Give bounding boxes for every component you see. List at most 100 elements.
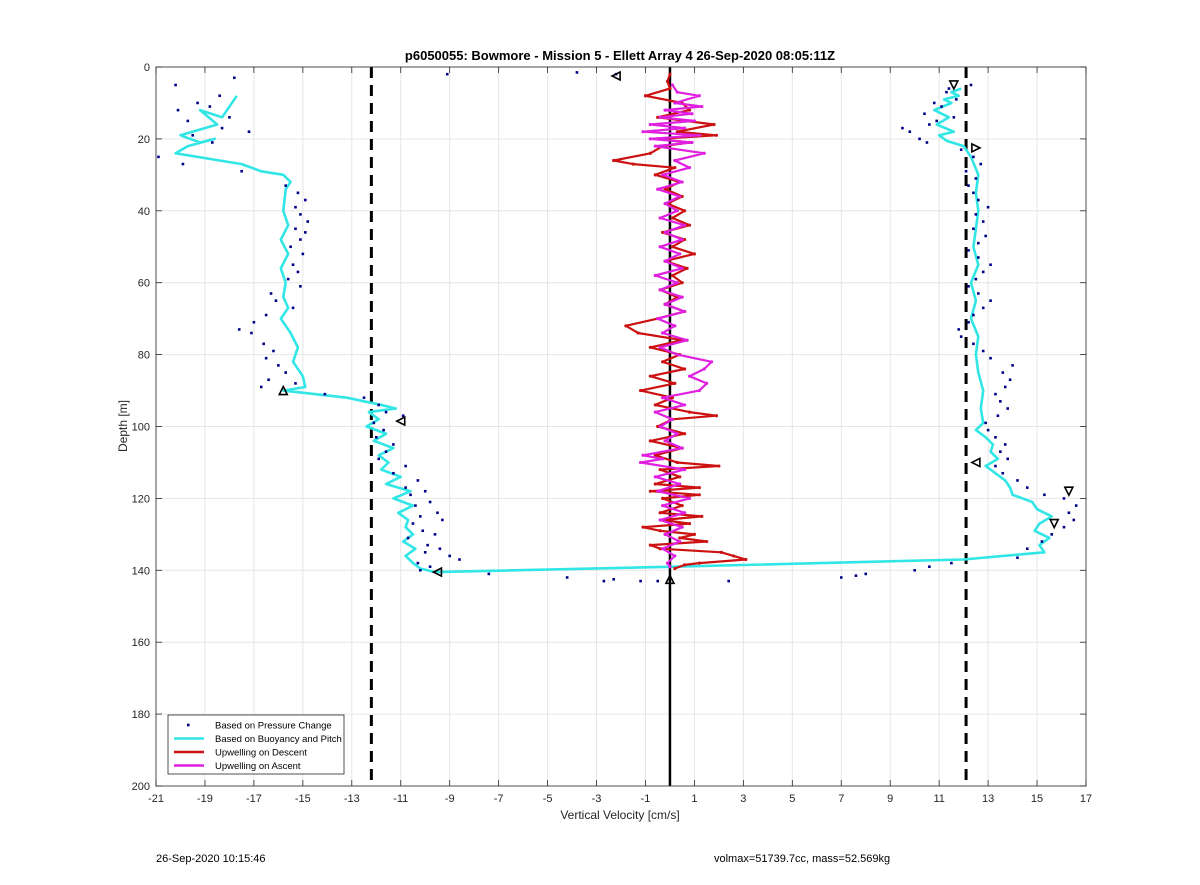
data-point-ascent <box>665 561 670 565</box>
scatter-point-pressure <box>220 126 224 130</box>
scatter-point-pressure <box>303 231 307 234</box>
scatter-point-pressure <box>487 572 491 576</box>
scatter-point-pressure <box>977 292 980 295</box>
legend: Based on Pressure Change Based on Buoyanc… <box>167 714 345 775</box>
scatter-point-pressure <box>374 435 378 439</box>
data-point-descent <box>653 403 657 407</box>
scatter-point-pressure <box>974 177 978 180</box>
data-point-ascent <box>683 309 687 314</box>
data-point-ascent <box>683 126 687 130</box>
data-point-ascent <box>678 194 682 199</box>
data-point-ascent <box>678 539 682 544</box>
data-point-ascent <box>680 180 684 184</box>
scatter-point-pressure <box>296 270 300 274</box>
data-point-ascent <box>690 112 694 116</box>
data-point-descent <box>705 539 709 544</box>
scatter-point-pressure <box>289 245 292 249</box>
scatter-point-pressure <box>303 198 307 202</box>
data-point-descent <box>683 237 687 242</box>
x-tick-label: 7 <box>838 793 844 805</box>
data-point-descent <box>631 162 635 166</box>
scatter-point-pressure <box>423 489 427 493</box>
scatter-point-pressure <box>382 428 385 432</box>
scatter-point-pressure <box>967 284 970 288</box>
y-tick-label: 120 <box>132 493 150 505</box>
data-point-descent <box>683 563 687 567</box>
data-point-ascent <box>661 396 665 400</box>
scatter-point-pressure <box>157 155 160 159</box>
data-point-ascent <box>638 460 643 465</box>
data-point-ascent <box>680 446 684 450</box>
data-point-ascent <box>663 302 667 306</box>
x-tick-label: -3 <box>592 793 602 805</box>
scatter-point-pressure <box>639 579 642 583</box>
data-point-descent <box>687 410 692 414</box>
data-point-descent <box>638 388 643 393</box>
marker-triangle <box>970 457 981 468</box>
scatter-point-pressure <box>932 101 936 105</box>
x-tick-label: -21 <box>148 793 164 805</box>
scatter-point-pressure <box>984 421 987 425</box>
scatter-point-pressure <box>989 263 992 267</box>
marker-triangle <box>971 142 982 154</box>
y-tick-label: 180 <box>132 709 150 721</box>
scatter-point-pressure <box>1050 533 1054 536</box>
x-tick-label: 9 <box>887 793 893 805</box>
scatter-point-pressure <box>999 400 1002 403</box>
scatter-point-pressure <box>174 83 177 87</box>
scatter-point-pressure <box>994 464 997 468</box>
scatter-point-pressure <box>957 328 961 331</box>
scatter-point-pressure <box>294 227 297 231</box>
scatter-point-pressure <box>575 71 579 74</box>
data-point-descent <box>624 324 628 328</box>
scatter-point-pressure <box>291 263 295 267</box>
data-point-ascent <box>690 140 694 145</box>
data-point-ascent <box>678 252 682 256</box>
scatter-point-pressure <box>186 119 190 123</box>
data-point-descent <box>685 266 689 270</box>
scatter-point-pressure <box>964 169 968 173</box>
data-point-descent <box>692 252 697 256</box>
footer-timestamp: 26-Sep-2020 10:15:46 <box>156 853 266 865</box>
marker-triangle <box>431 566 443 578</box>
scatter-point-pressure <box>277 364 280 367</box>
data-point-ascent <box>663 108 667 112</box>
x-axis-label: Vertical Velocity [cm/s] <box>560 808 679 822</box>
data-point-descent <box>653 453 657 457</box>
scatter-point-pressure <box>972 227 975 231</box>
scatter-point-pressure <box>967 249 970 252</box>
scatter-point-pressure <box>272 349 275 353</box>
scatter-point-pressure <box>233 76 236 80</box>
scatter-point-pressure <box>419 569 422 572</box>
data-point-ascent <box>680 295 684 299</box>
legend-label: Based on Buoyancy and Pitch <box>215 734 342 745</box>
scatter-point-pressure <box>433 533 437 536</box>
scatter-point-pressure <box>979 162 983 166</box>
data-point-ascent <box>705 381 709 385</box>
scatter-point-pressure <box>445 72 449 76</box>
data-point-ascent <box>687 496 692 500</box>
scatter-point-pressure <box>1062 497 1066 500</box>
data-point-descent <box>683 367 687 371</box>
data-point-ascent <box>697 388 701 393</box>
scatter-point-pressure <box>228 116 231 119</box>
scatter-point-pressure <box>1006 457 1009 461</box>
data-point-ascent <box>661 503 665 508</box>
data-point-descent <box>661 360 665 364</box>
scatter-point-pressure <box>1025 486 1029 489</box>
scatter-point-pressure <box>416 561 420 565</box>
scatter-point-pressure <box>986 428 990 432</box>
data-point-ascent <box>658 345 662 350</box>
data-point-ascent <box>680 237 684 242</box>
marker-triangle <box>394 415 406 427</box>
plot-series <box>157 70 1078 585</box>
scatter-point-pressure <box>414 504 417 507</box>
scatter-point-pressure <box>950 561 953 565</box>
x-tick-label: -13 <box>344 793 360 805</box>
scatter-point-pressure <box>411 522 415 525</box>
data-point-ascent <box>692 119 697 123</box>
legend-label: Based on Pressure Change <box>215 720 332 731</box>
x-tick-label: 5 <box>789 793 795 805</box>
scatter-point-pressure <box>1006 407 1009 410</box>
data-point-ascent <box>663 532 667 536</box>
